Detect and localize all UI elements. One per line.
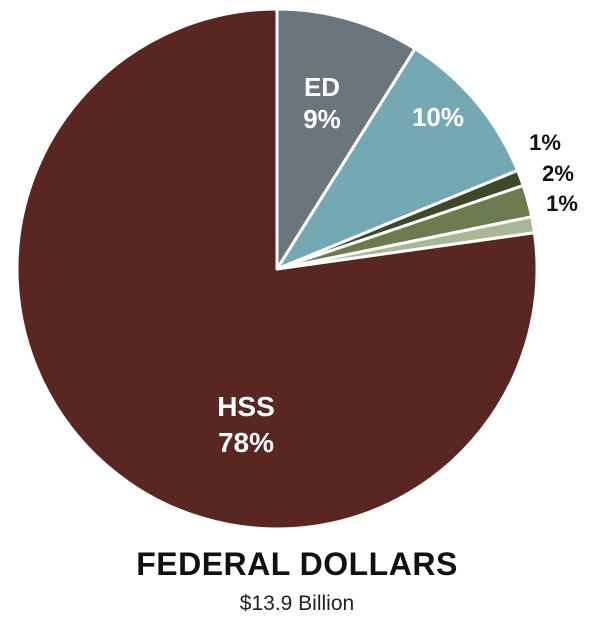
slice-label-3: 1% xyxy=(529,130,561,155)
slice-name-hss: HSS xyxy=(217,391,275,422)
pie-slice-2 xyxy=(275,47,520,271)
pie-chart: ED 9% 10% 1% 2% 1% HSS 78% xyxy=(15,7,578,531)
slice-label-2: 10% xyxy=(412,102,464,132)
pie-slice-hss xyxy=(15,7,539,531)
slice-name-ed: ED xyxy=(304,72,340,102)
slice-label-1: ED 9% xyxy=(303,72,341,134)
slice-percent-hss: 78% xyxy=(218,427,274,458)
slice-label-6: HSS 78% xyxy=(217,391,275,458)
chart-subtitle: $13.9 Billion xyxy=(239,592,355,615)
chart-title: FEDERAL DOLLARS xyxy=(136,546,458,582)
pie-slice-ed xyxy=(275,7,417,271)
slice-label-4: 2% xyxy=(542,161,574,186)
slice-percent-ed: 9% xyxy=(303,104,341,134)
slice-label-5: 1% xyxy=(546,191,578,216)
